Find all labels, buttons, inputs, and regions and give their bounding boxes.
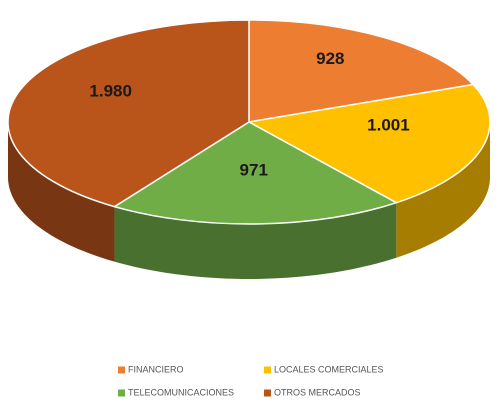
slice — [7, 19, 250, 208]
legend-label: FINANCIERO — [128, 364, 184, 374]
value-label: 1.980 — [89, 82, 132, 101]
value-label: 928 — [316, 49, 344, 68]
legend-label: LOCALES COMERCIALES — [274, 364, 384, 374]
slice — [248, 19, 475, 123]
slice-side — [396, 122, 490, 258]
legend-label: TELECOMUNICACIONES — [128, 387, 234, 397]
legend-swatch — [118, 389, 125, 397]
slice — [246, 83, 491, 204]
legend-swatch — [264, 389, 271, 397]
slice — [112, 121, 399, 225]
legend-swatch — [118, 366, 125, 374]
value-label: 971 — [240, 161, 268, 180]
slice-side — [114, 202, 397, 279]
slice-side — [8, 122, 115, 262]
legend-swatch — [264, 366, 271, 374]
value-label: 1.001 — [367, 116, 410, 135]
legend-label: OTROS MERCADOS — [274, 387, 361, 397]
